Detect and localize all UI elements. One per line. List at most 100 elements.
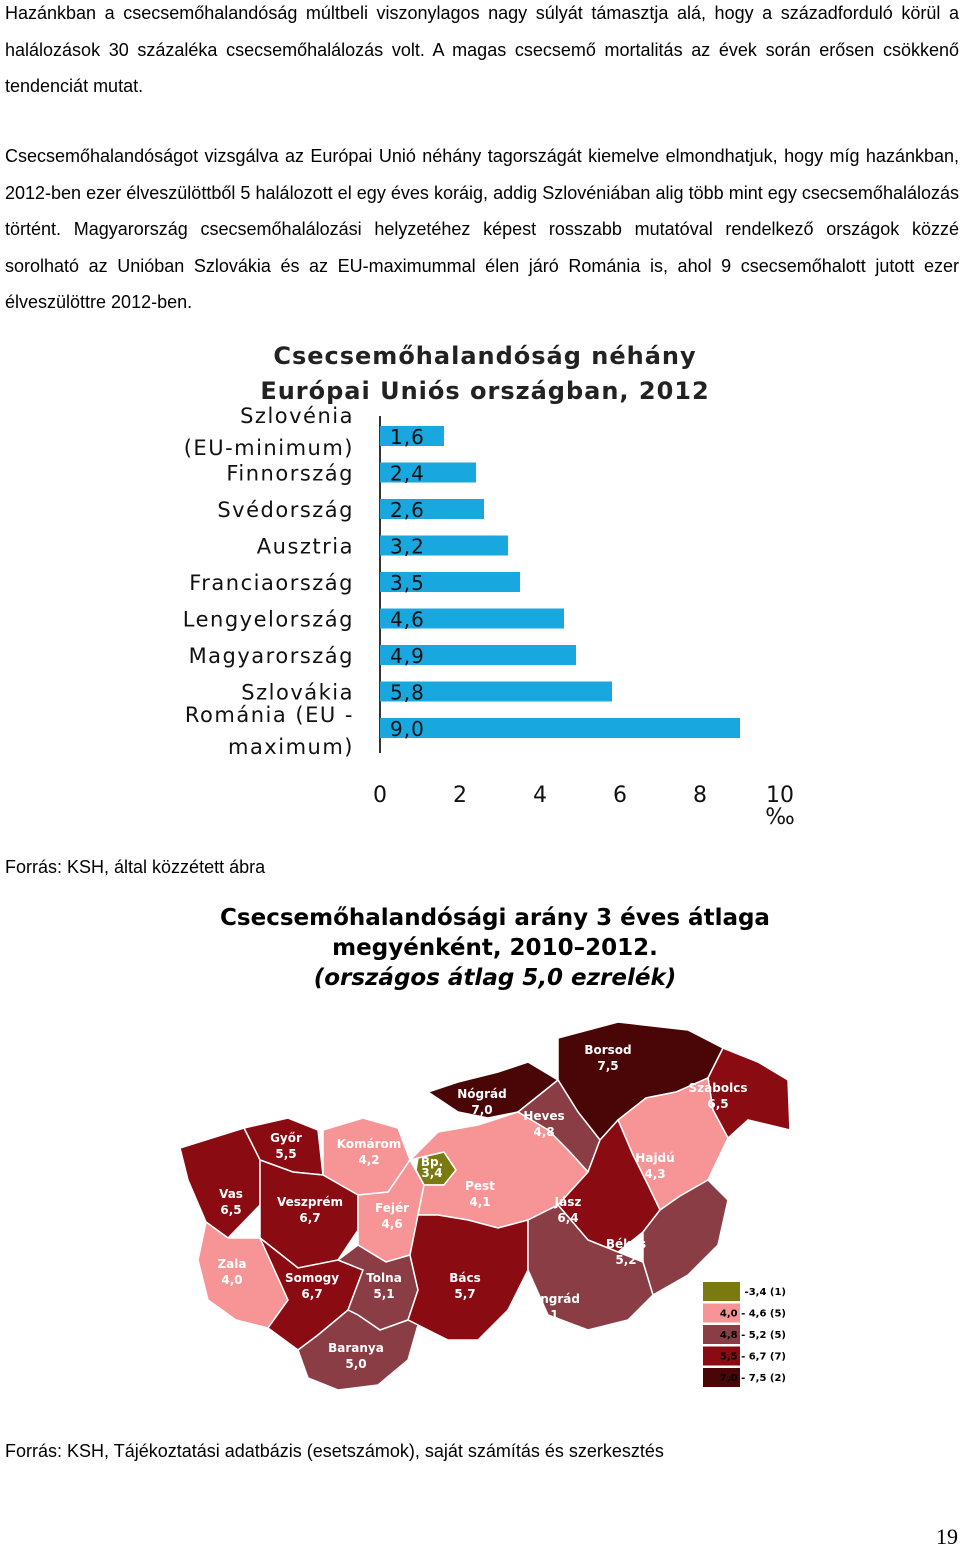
- county-value-label: 5,1: [537, 1308, 558, 1322]
- county-value-label: 5,1: [373, 1287, 394, 1301]
- county-name-label: Veszprém: [277, 1195, 343, 1209]
- x-tick-label: 4: [533, 783, 547, 808]
- county-name-label: Vas: [219, 1187, 243, 1201]
- county-b-k-s: [642, 1179, 729, 1297]
- county-value-label: 4,1: [469, 1195, 490, 1209]
- eu-comparison-paragraph: Csecsemőhalandóságot vizsgálva az Európa…: [5, 146, 959, 312]
- intro-paragraph: Hazánkban a csecsemőhalandóság múltbeli …: [5, 3, 959, 96]
- county-name-label: Tolna: [366, 1271, 402, 1285]
- category-label: Lengyelország: [183, 608, 354, 632]
- county-value-label: 5,7: [454, 1287, 475, 1301]
- category-label: Szlovénia: [240, 404, 354, 428]
- legend-label: 4,8 - 5,2 (5): [720, 1330, 786, 1341]
- bar: [380, 462, 476, 483]
- county-name-label: Borsod: [584, 1043, 631, 1057]
- county-value-label: 4,6: [381, 1217, 402, 1231]
- map-title-line-3: (országos átlag 5,0 ezrelék): [313, 965, 677, 991]
- map-title-line-2: megyénként, 2010–2012.: [332, 935, 658, 961]
- x-tick-label: 8: [693, 783, 707, 808]
- bar-value-label: 5,8: [390, 681, 425, 705]
- category-label: Szlovákia: [241, 681, 354, 705]
- county-vas: [179, 1127, 261, 1239]
- county-csongr-d: [527, 1204, 654, 1331]
- category-label: Finnország: [226, 462, 354, 486]
- county-value-label: 3,4: [421, 1166, 442, 1180]
- legend-swatch: [703, 1368, 740, 1387]
- county-name-label: Fejér: [375, 1201, 409, 1215]
- county-name-label: Győr: [270, 1131, 302, 1145]
- bar: [380, 645, 576, 665]
- bar: [380, 608, 564, 629]
- bar: [380, 426, 444, 446]
- x-axis-unit: ‰: [765, 805, 795, 830]
- map-source: Forrás: KSH, Tájékoztatási adatbázis (es…: [5, 1441, 664, 1461]
- county-name-label: Komárom: [337, 1137, 402, 1151]
- county-name-label: Szabolcs: [689, 1081, 748, 1095]
- bar-chart-title-line-1: Csecsemőhalandóság néhány: [273, 342, 696, 370]
- page-number: 19: [936, 1524, 958, 1549]
- category-label: maximum): [228, 735, 354, 759]
- x-tick-label: 0: [373, 783, 387, 808]
- bar: [380, 499, 484, 519]
- bar-chart-title-line-2: Európai Uniós országban, 2012: [260, 377, 709, 405]
- map-title: Csecsemőhalandósági arány 3 éves átlaga …: [150, 903, 840, 993]
- category-label: Franciaország: [189, 571, 354, 595]
- legend-swatch: [703, 1282, 740, 1301]
- bar-value-label: 4,9: [390, 644, 425, 668]
- x-tick-label: 6: [613, 783, 627, 808]
- category-label: (EU-minimum): [184, 436, 354, 460]
- county-baranya: [297, 1309, 419, 1391]
- county-name-label: Jász: [554, 1195, 582, 1209]
- category-label: Magyarország: [189, 644, 354, 668]
- bar: [380, 535, 508, 556]
- county-value-label: 6,5: [707, 1097, 728, 1111]
- county-value-label: 4,3: [644, 1167, 665, 1181]
- bar-value-label: 3,5: [390, 571, 425, 595]
- bar-value-label: 2,6: [390, 498, 425, 522]
- bar-chart-svg: Csecsemőhalandóság néhány Európai Uniós o…: [183, 342, 795, 830]
- map-title-line-1: Csecsemőhalandósági arány 3 éves átlaga: [220, 905, 770, 931]
- county-value-label: 6,4: [557, 1211, 578, 1225]
- county-value-label: 4,2: [358, 1153, 379, 1167]
- county-value-label: 4,8: [533, 1125, 554, 1139]
- legend-swatch: [703, 1325, 740, 1344]
- county-name-label: Hajdú: [635, 1151, 674, 1165]
- bar-chart-source: Forrás: KSH, által közzétett ábra: [5, 857, 266, 877]
- county-value-label: 6,7: [299, 1211, 320, 1225]
- county-value-label: 7,5: [597, 1059, 618, 1073]
- county-name-label: Nógrád: [457, 1087, 506, 1101]
- county-value-label: 7,0: [471, 1103, 492, 1117]
- county-name-label: Bács: [449, 1271, 481, 1285]
- county-name-label: Heves: [523, 1109, 564, 1123]
- county-name-label: Békés: [606, 1237, 646, 1251]
- category-label: Ausztria: [257, 535, 354, 559]
- x-tick-label: 2: [453, 783, 467, 808]
- county-value-label: 5,0: [345, 1357, 366, 1371]
- county-name-label: Bp.: [421, 1155, 443, 1169]
- legend-label: -3,4 (1): [745, 1287, 786, 1298]
- bar-value-label: 4,6: [390, 608, 425, 632]
- county-name-label: Zala: [217, 1257, 246, 1271]
- category-label: Románia (EU -: [185, 703, 354, 727]
- county-value-label: 6,5: [220, 1203, 241, 1217]
- eu-infant-mortality-bar-chart: Csecsemőhalandóság néhány Európai Uniós o…: [160, 338, 810, 833]
- county-veszpr-m: [259, 1158, 359, 1269]
- county-name-label: Pest: [465, 1179, 495, 1193]
- legend-label: 5,5 - 6,7 (7): [720, 1352, 786, 1363]
- bar-value-label: 3,2: [390, 535, 425, 559]
- county-value-label: 5,5: [275, 1147, 296, 1161]
- county-name-label: Csongrád: [516, 1292, 580, 1306]
- bar: [380, 718, 740, 738]
- bar: [380, 572, 520, 592]
- county-name-label: Somogy: [285, 1271, 339, 1285]
- county-value-label: 4,0: [221, 1273, 242, 1287]
- legend-label: 7,0 - 7,5 (2): [720, 1373, 786, 1384]
- legend-swatch: [703, 1303, 740, 1323]
- county-infant-mortality-map: Borsod 7,5 Szabolcs 6,5 Nógrád 7,0 Heves 4,8 Győ…: [148, 1000, 790, 1410]
- bar-value-label: 9,0: [390, 717, 425, 741]
- bar: [380, 681, 612, 702]
- county-value-label: 6,7: [301, 1287, 322, 1301]
- county-value-label: 5,2: [615, 1253, 636, 1267]
- county-name-label: Baranya: [328, 1341, 384, 1355]
- bar-value-label: 1,6: [390, 425, 425, 449]
